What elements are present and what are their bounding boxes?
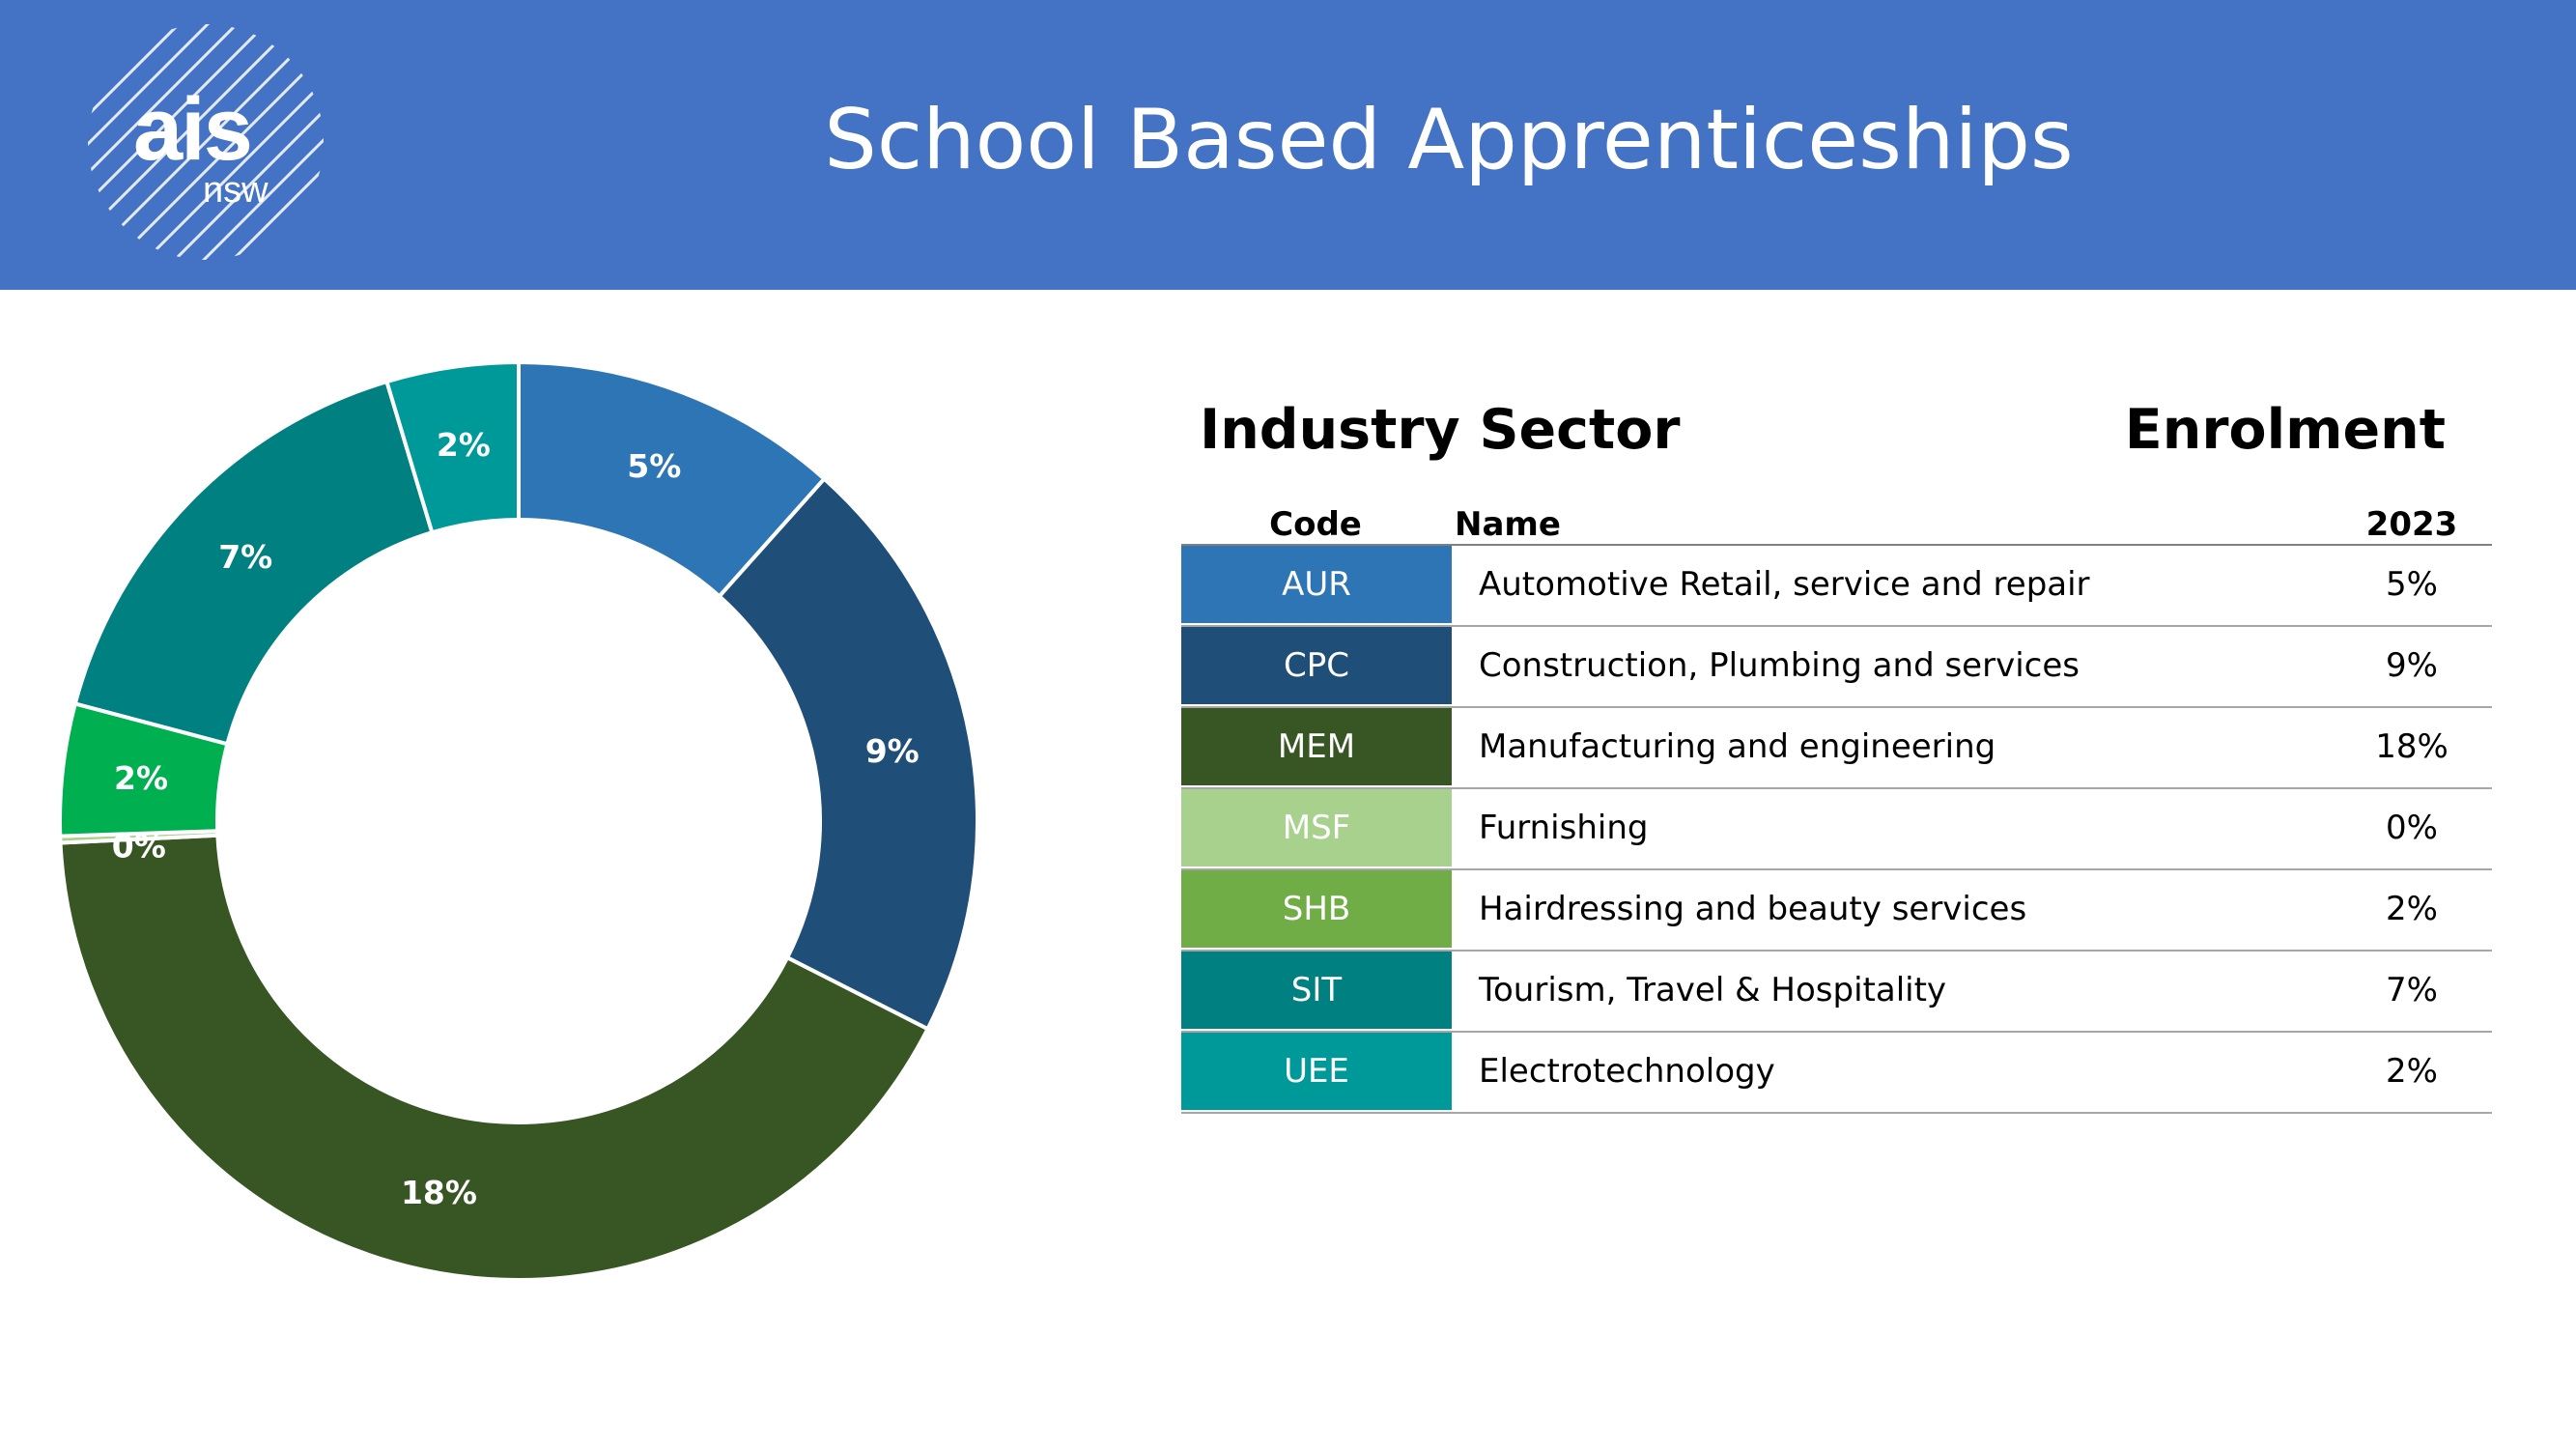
donut-slice-mem bbox=[58, 833, 931, 1282]
table-row: AUR Automotive Retail, service and repai… bbox=[1181, 546, 2492, 627]
table-row: MEM Manufacturing and engineering 18% bbox=[1181, 708, 2492, 789]
sector-table: AUR Automotive Retail, service and repai… bbox=[1181, 546, 2492, 1114]
table-row: UEE Electrotechnology 2% bbox=[1181, 1033, 2492, 1114]
value-cell: 7% bbox=[2386, 971, 2438, 1009]
industry-sector-heading: Industry Sector bbox=[1200, 398, 1681, 462]
name-cell: Construction, Plumbing and services bbox=[1479, 646, 2080, 685]
code-cell: MEM bbox=[1181, 708, 1452, 785]
slice-label-aur: 5% bbox=[627, 447, 681, 485]
name-cell: Manufacturing and engineering bbox=[1479, 727, 1996, 766]
slice-label-shb: 2% bbox=[114, 759, 168, 797]
name-cell: Hairdressing and beauty services bbox=[1479, 890, 2027, 928]
value-cell: 2% bbox=[2386, 1052, 2438, 1091]
table-row: CPC Construction, Plumbing and services … bbox=[1181, 627, 2492, 708]
slice-label-msf: 0% bbox=[112, 827, 166, 865]
table-row: SIT Tourism, Travel & Hospitality 7% bbox=[1181, 952, 2492, 1033]
table-row: MSF Furnishing 0% bbox=[1181, 789, 2492, 870]
logo-subtext: nsw bbox=[203, 170, 269, 211]
code-cell: CPC bbox=[1181, 627, 1452, 704]
name-cell: Electrotechnology bbox=[1479, 1052, 1775, 1091]
code-cell: SIT bbox=[1181, 952, 1452, 1029]
value-cell: 2% bbox=[2386, 890, 2438, 928]
enrolment-heading: Enrolment bbox=[2124, 398, 2446, 462]
page-title: School Based Apprenticeships bbox=[824, 92, 2074, 188]
code-cell: UEE bbox=[1181, 1033, 1452, 1110]
donut-slice-uee bbox=[383, 359, 521, 535]
value-cell: 18% bbox=[2375, 727, 2449, 766]
code-cell: MSF bbox=[1181, 789, 1452, 867]
logo-wordmark: ais bbox=[133, 80, 253, 179]
donut-slice-sit bbox=[72, 379, 435, 747]
slice-label-sit: 7% bbox=[218, 538, 272, 576]
name-cell: Automotive Retail, service and repair bbox=[1479, 565, 2090, 604]
code-cell: SHB bbox=[1181, 870, 1452, 948]
header-banner: ais nsw School Based Apprenticeships bbox=[0, 0, 2576, 290]
name-cell: Tourism, Travel & Hospitality bbox=[1479, 971, 1947, 1009]
column-header-code: Code bbox=[1269, 505, 1362, 544]
table-row: SHB Hairdressing and beauty services 2% bbox=[1181, 870, 2492, 952]
table-header-rule bbox=[1181, 544, 2492, 546]
donut-slice-cpc bbox=[716, 475, 979, 1032]
donut-chart: 5% 9% 18% 0% 2% 7% 2% bbox=[58, 359, 979, 1282]
column-header-name: Name bbox=[1455, 505, 1561, 544]
value-cell: 5% bbox=[2386, 565, 2438, 604]
value-cell: 9% bbox=[2386, 646, 2438, 685]
slice-label-cpc: 9% bbox=[865, 732, 920, 770]
code-cell: AUR bbox=[1181, 546, 1452, 623]
column-header-year: 2023 bbox=[2365, 505, 2458, 544]
name-cell: Furnishing bbox=[1479, 809, 1649, 847]
value-cell: 0% bbox=[2386, 809, 2438, 847]
slice-label-uee: 2% bbox=[437, 426, 491, 464]
slice-label-mem: 18% bbox=[401, 1174, 477, 1211]
ais-logo-icon bbox=[88, 24, 324, 260]
